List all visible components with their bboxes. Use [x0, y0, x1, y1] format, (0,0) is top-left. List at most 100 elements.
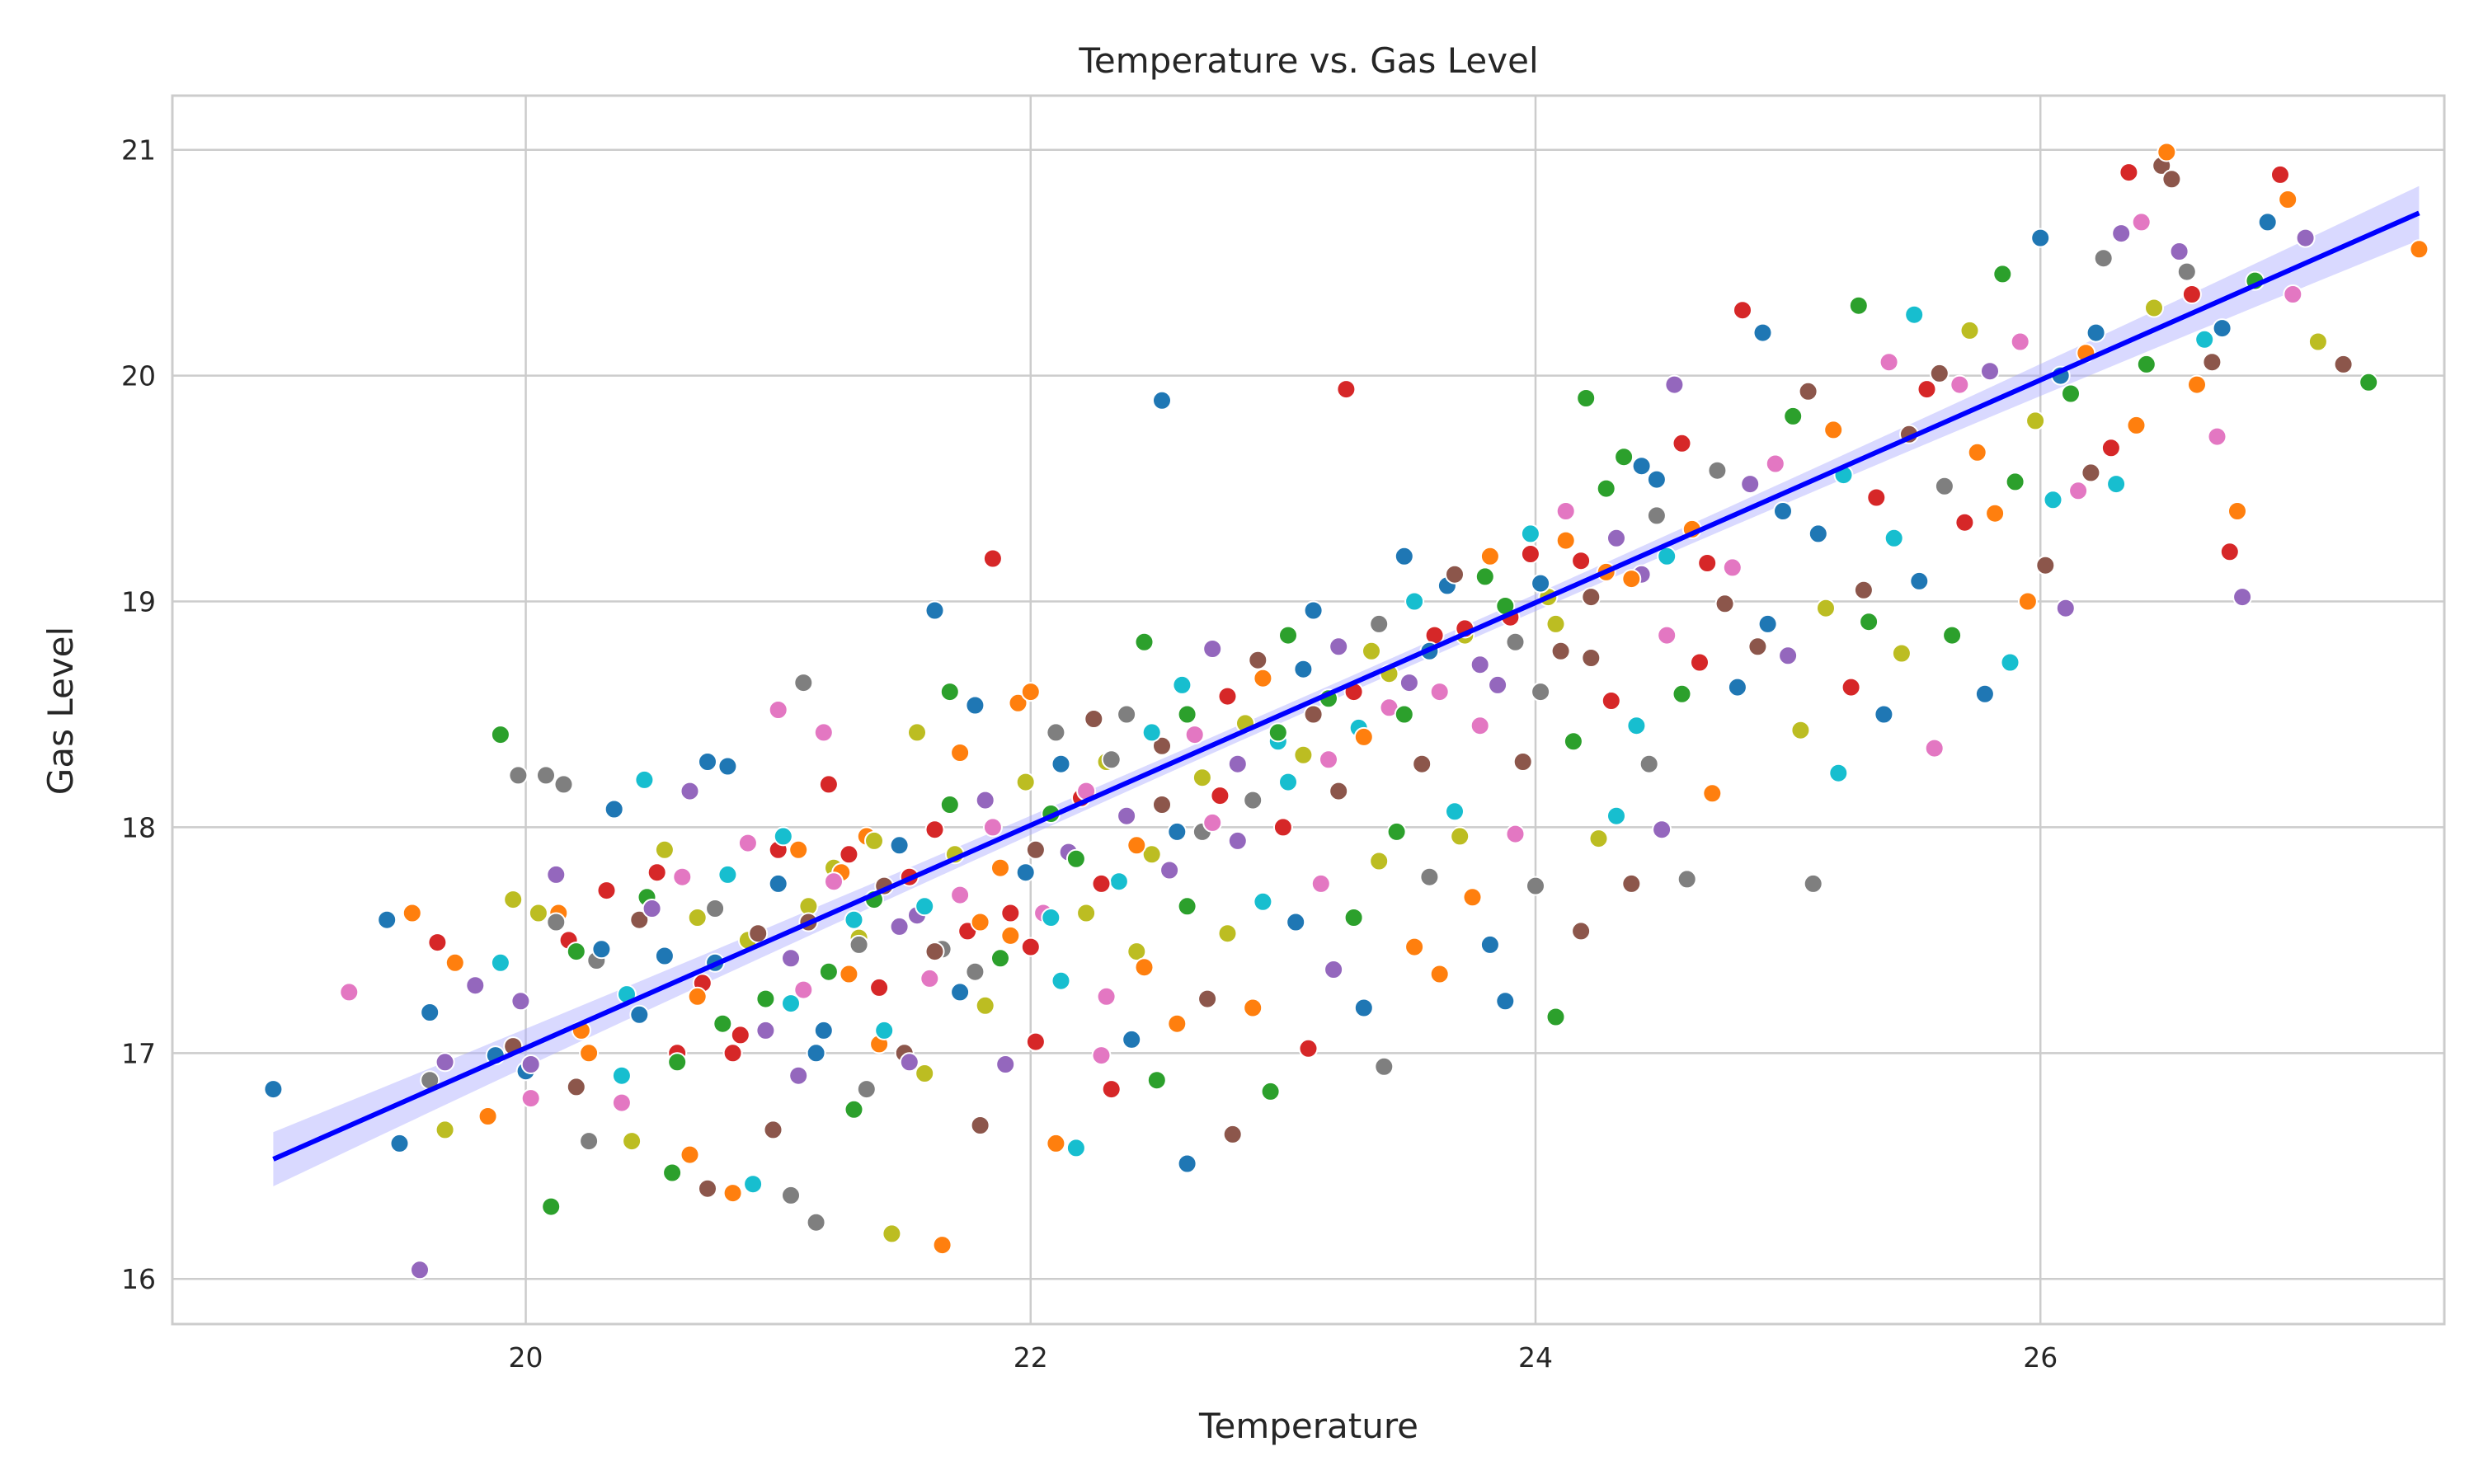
y-tick-label: 18: [121, 811, 156, 843]
scatter-point: [698, 1178, 717, 1199]
scatter-point: [763, 1120, 783, 1140]
scatter-point: [622, 1131, 642, 1152]
scatter-point: [1286, 912, 1306, 932]
scatter-point: [1117, 704, 1137, 725]
scatter-point: [1051, 754, 1071, 774]
scatter-point: [1134, 632, 1155, 652]
scatter-point: [553, 774, 574, 795]
scatter-point: [1798, 381, 1818, 402]
scatter-point: [1091, 1045, 1112, 1066]
scatter-point: [1626, 716, 1647, 736]
scatter-point: [1470, 716, 1490, 736]
scatter-point: [2111, 223, 2132, 244]
scatter-point: [508, 765, 529, 786]
scatter-point: [1879, 352, 1899, 373]
scatter-point: [1909, 571, 1930, 591]
scatter-point: [435, 1052, 455, 1073]
scatter-point: [1152, 390, 1172, 411]
scatter-point: [444, 952, 465, 973]
scatter-point: [1545, 613, 1566, 634]
scatter-point: [793, 673, 814, 693]
scatter-point: [844, 909, 864, 930]
scatter-point: [2161, 169, 2182, 190]
scatter-point: [1571, 551, 1592, 571]
scatter-point: [420, 1003, 440, 1022]
scatter-point: [1184, 725, 1205, 745]
plot-frame: [171, 94, 2446, 1326]
scatter-point: [813, 722, 834, 743]
scatter-point: [1167, 821, 1188, 842]
chart-title: Temperature vs. Gas Level: [1078, 40, 1538, 81]
y-tick-label: 16: [121, 1263, 156, 1295]
scatter-point: [1531, 682, 1551, 702]
scatter-point: [1084, 709, 1104, 729]
x-tick-label: 22: [1014, 1341, 1048, 1374]
scatter-point: [2144, 298, 2164, 318]
scatter-point: [932, 1235, 952, 1256]
scatter-point: [1298, 1038, 1319, 1059]
scatter-point: [899, 1052, 920, 1073]
scatter-point: [2359, 372, 2379, 392]
scatter-point: [2232, 587, 2253, 608]
scatter-point: [982, 548, 1003, 569]
scatter-point: [1639, 754, 1659, 774]
scatter-point: [1374, 1056, 1395, 1077]
scatter-point: [579, 1043, 600, 1064]
scatter-point: [768, 700, 788, 720]
scatter-point: [1606, 805, 1626, 826]
scatter-point: [1353, 726, 1374, 747]
scatter-point: [1934, 476, 1954, 496]
scatter-point: [2017, 591, 2038, 612]
scatter-point: [1293, 744, 1314, 765]
scatter-point: [2181, 284, 2202, 304]
scatter-point: [1429, 682, 1450, 702]
scatter-point: [1445, 564, 1465, 585]
scatter-point: [1950, 374, 1970, 395]
scatter-point: [1621, 569, 1642, 589]
scatter-point: [1980, 361, 2000, 382]
scatter-point: [1369, 851, 1390, 871]
scatter-point: [939, 795, 960, 815]
scatter-point: [813, 1020, 834, 1040]
scatter-point: [915, 896, 935, 917]
scatter-point: [1646, 469, 1667, 490]
scatter-point: [1412, 754, 1432, 774]
scatter-point: [1690, 652, 1710, 673]
scatter-point: [755, 1020, 776, 1040]
scatter-point: [1631, 456, 1652, 477]
scatter-point: [990, 948, 1010, 969]
scatter-point: [788, 1065, 809, 1086]
scatter-point: [1101, 1079, 1122, 1100]
scatter-point: [604, 799, 624, 819]
scatter-point: [2126, 415, 2147, 435]
scatter-point: [1362, 641, 1381, 661]
scatter-point: [839, 844, 859, 865]
scatter-point: [2119, 162, 2139, 183]
scatter-point: [510, 991, 531, 1012]
scatter-point: [2025, 411, 2046, 431]
scatter-point: [2000, 652, 2020, 673]
scatter-point: [1646, 505, 1667, 526]
scatter-point: [2202, 352, 2222, 373]
scatter-point: [1790, 720, 1811, 740]
scatter-point: [1974, 683, 1995, 704]
scatter-point: [818, 774, 839, 795]
scatter-point: [1303, 600, 1324, 621]
scatter-point: [924, 600, 945, 621]
scatter-point: [503, 890, 524, 910]
scatter-point: [1828, 763, 1849, 783]
scatter-point: [950, 885, 971, 905]
scatter-point: [1747, 636, 1768, 657]
scatter-point: [1727, 677, 1747, 697]
scatter-point: [975, 995, 995, 1016]
scatter-point: [1159, 860, 1180, 881]
scatter-point: [1657, 625, 1677, 646]
scatter-point: [1505, 824, 1526, 844]
scatter-point: [1268, 722, 1288, 743]
scatter-point: [427, 932, 448, 953]
scatter-point: [2010, 331, 2030, 352]
scatter-point: [698, 752, 717, 772]
scatter-point: [1765, 453, 1785, 474]
scatter-point: [1531, 573, 1551, 594]
